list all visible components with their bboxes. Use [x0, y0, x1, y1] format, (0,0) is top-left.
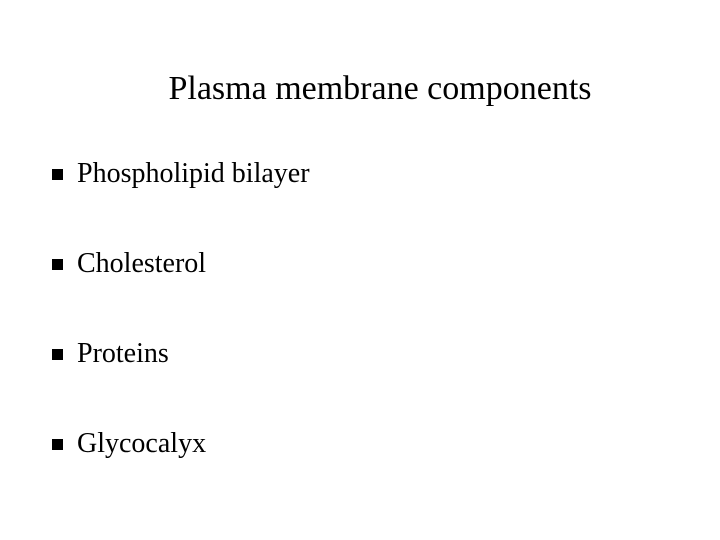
- square-bullet-icon: [52, 259, 63, 270]
- list-item: Glycocalyx: [52, 428, 680, 460]
- bullet-list: Phospholipid bilayer Cholesterol Protein…: [40, 158, 680, 460]
- list-item: Proteins: [52, 338, 680, 370]
- slide-container: Plasma membrane components Phospholipid …: [0, 0, 720, 540]
- bullet-label: Phospholipid bilayer: [77, 158, 310, 190]
- list-item: Cholesterol: [52, 248, 680, 280]
- square-bullet-icon: [52, 349, 63, 360]
- slide-title: Plasma membrane components: [80, 70, 680, 108]
- square-bullet-icon: [52, 169, 63, 180]
- bullet-label: Proteins: [77, 338, 169, 370]
- bullet-label: Cholesterol: [77, 248, 206, 280]
- list-item: Phospholipid bilayer: [52, 158, 680, 190]
- bullet-label: Glycocalyx: [77, 428, 206, 460]
- square-bullet-icon: [52, 439, 63, 450]
